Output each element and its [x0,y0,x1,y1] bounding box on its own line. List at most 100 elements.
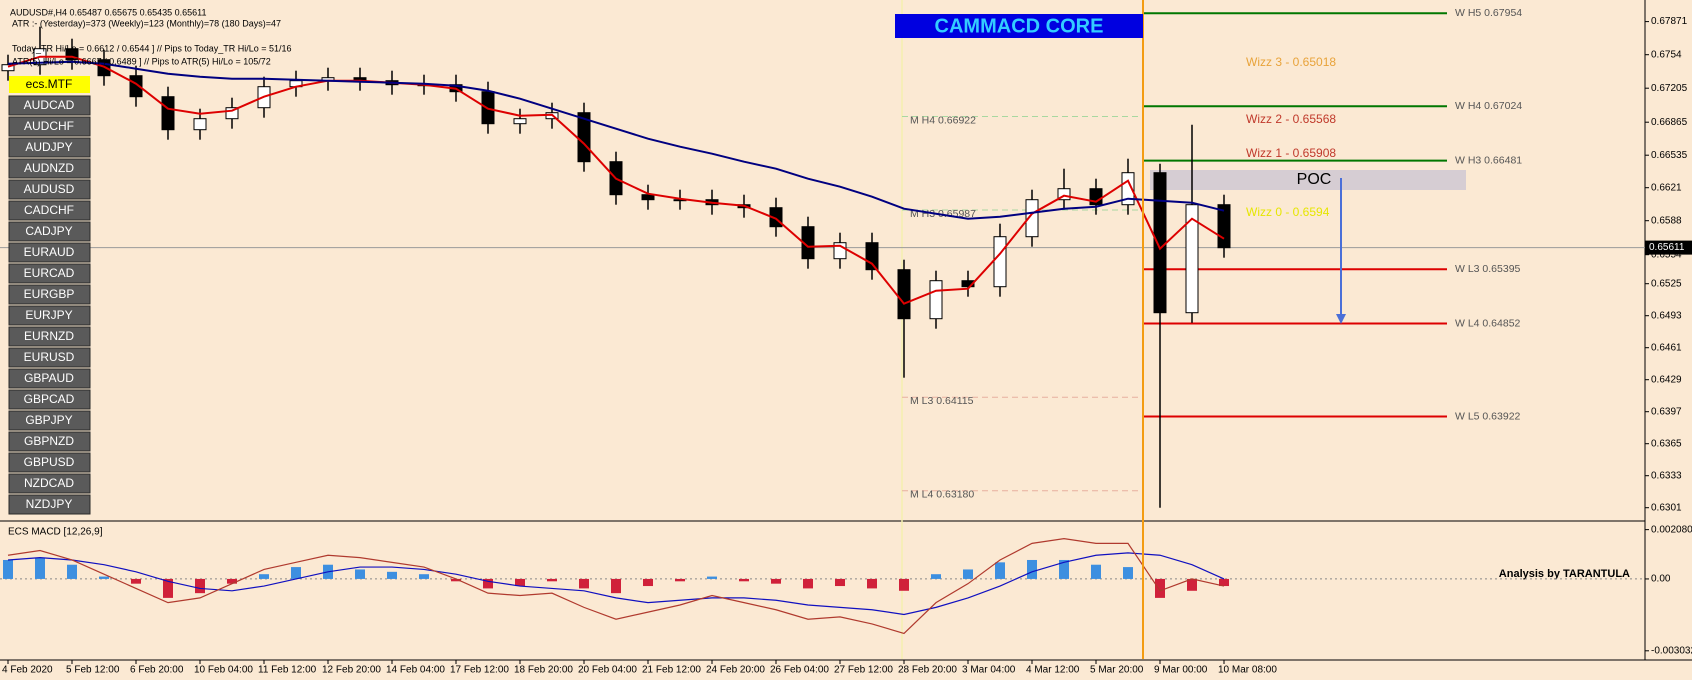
histogram-bar [867,578,877,589]
x-tick-label: 20 Feb 04:00 [578,665,637,676]
histogram-bar [963,569,973,579]
histogram-bar [803,578,813,589]
button-face [8,137,91,158]
histogram-bar [227,578,237,584]
indicator-title: ECS MACD [12,26,9] [8,527,103,538]
x-tick-label: 12 Feb 20:00 [322,665,381,676]
button-face [8,200,91,221]
histogram-bar [35,557,45,579]
level-label: W L5 0.63922 [1455,410,1521,422]
macd-line [7,552,1225,616]
symbol-button[interactable]: CADJPY [8,221,91,242]
symbol-button[interactable]: EURJPY [8,305,91,326]
x-tick-label: 18 Feb 20:00 [514,665,573,676]
candle-body [1,64,15,72]
x-tick-label: 10 Feb 04:00 [194,665,253,676]
histogram-bar [451,578,461,582]
symbol-button[interactable]: AUDNZD [8,158,91,179]
histogram-bar [675,578,685,582]
symbol-button[interactable]: GBPUSD [8,452,91,473]
symbol-button[interactable]: AUDJPY [8,137,91,158]
symbol-button[interactable]: AUDCAD [8,95,91,116]
button-label: AUDUSD [24,182,75,196]
histogram-bar [643,578,653,587]
y-tick-label: 0.6554 [1651,249,1682,260]
y-tick-label: 0.6754 [1651,49,1682,60]
symbol-button[interactable]: EURUSD [8,347,91,368]
button-label: AUDJPY [25,140,72,154]
candle-body [1025,199,1039,238]
y-tick-label: 0.6365 [1651,438,1682,449]
y-tick-label: 0.6493 [1651,310,1682,321]
last-price: 0.65611 [1649,242,1685,253]
histogram-bar [771,578,781,584]
moving-average [7,60,1225,220]
button-face [8,389,91,410]
histogram-bar [163,578,173,598]
x-tick-label: 5 Feb 12:00 [66,665,120,676]
candle-body [225,107,239,120]
level-label: W H5 0.67954 [1455,7,1522,19]
symbol-list: AUDCAD AUDCHF AUDJPY AUDNZD AUDUSD CADCHF CADJ… [8,95,91,515]
button-face [8,242,91,263]
candle-body [1185,204,1199,314]
histogram-bar [355,569,365,579]
x-tick-label: 3 Mar 04:00 [962,665,1016,676]
moving-average [7,55,1225,305]
button-face [8,179,91,200]
button-face [8,431,91,452]
symbol-button[interactable]: CADCHF [8,200,91,221]
header: Today_TR Hi/Lo = 0.6612 / 0.6544 ] // Pi… [12,43,292,53]
symbol-button[interactable]: EURCAD [8,263,91,284]
symbol-button[interactable]: AUDUSD [8,179,91,200]
histogram-bar [99,576,109,579]
histogram-bar [419,574,429,579]
histogram-bar [67,564,77,579]
histogram-bar [1123,567,1133,579]
histogram-bar [515,578,525,587]
histogram-bar [1091,564,1101,579]
x-tick-label: 14 Feb 04:00 [386,665,445,676]
candle-body [129,75,143,98]
last-price-tag [1645,240,1692,255]
histogram-bar [547,578,557,582]
histogram-bar [1155,578,1165,598]
histogram-bar [1219,578,1229,587]
candle-body [161,96,175,131]
header: ATR :- (Yesterday)=373 (Weekly)=123 (Mon… [12,18,281,28]
x-tick-label: 5 Mar 20:00 [1090,665,1144,676]
symbol-button[interactable]: EURAUD [8,242,91,263]
plot: Wizz 3 - 0.65018 Wizz 2 - 0.65568 Wizz 1 -… [0,7,1692,676]
candle-body [1057,188,1071,201]
symbol-button[interactable]: AUDCHF [8,116,91,137]
symbol-button[interactable]: GBPJPY [8,410,91,431]
y-tick-label: 0.67871 [1651,16,1688,27]
symbol-button[interactable]: GBPNZD [8,431,91,452]
button-label: EURUSD [24,350,75,364]
x-tick-label: 4 Mar 12:00 [1026,665,1080,676]
candle-body [65,48,79,61]
button-label: GBPUSD [24,455,75,469]
symbol-button[interactable]: NZDCAD [8,473,91,494]
y-tick-label: 0.0020802 [1651,524,1692,535]
level-label: W H3 0.66481 [1455,154,1522,166]
button-face [8,326,91,347]
symbol-button[interactable]: NZDJPY [8,494,91,515]
button-label: EURNZD [24,329,74,343]
symbol-button[interactable]: EURGBP [8,284,91,305]
annotation: Analysis by TARANTULA [1499,568,1630,580]
histogram-bar [195,578,205,594]
symbol-button[interactable]: EURNZD [8,326,91,347]
y-tick-label: -0.003032 [1651,645,1692,656]
level-label: M H4 0.66922 [910,114,976,126]
wizz-label: Wizz 0 - 0.6594 [1246,205,1330,219]
button-face [8,284,91,305]
symbol-button[interactable]: GBPAUD [8,368,91,389]
symbol-button[interactable]: GBPCAD [8,389,91,410]
button-label: EURGBP [24,287,75,301]
button-label: EURAUD [24,245,75,259]
button-face [8,494,91,515]
y-tick-label: 0.6301 [1651,502,1682,513]
